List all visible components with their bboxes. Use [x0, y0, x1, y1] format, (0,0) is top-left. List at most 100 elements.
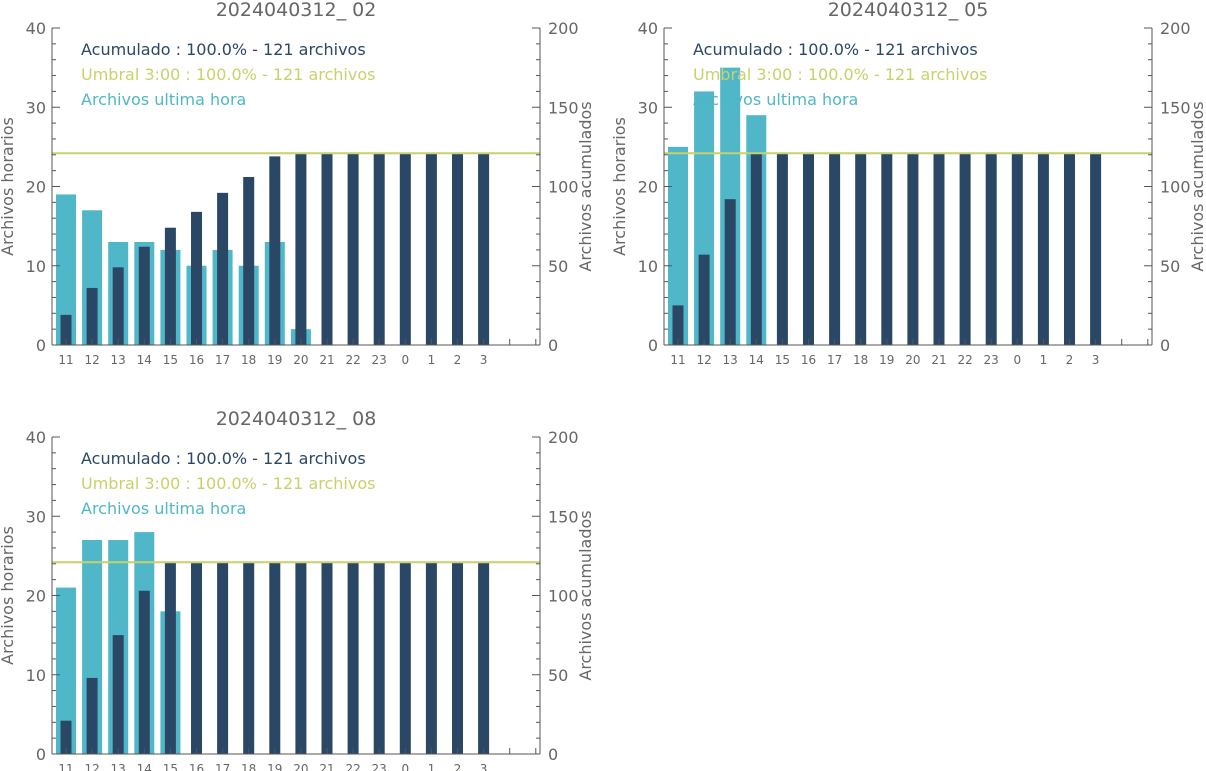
accumulated-bar	[164, 227, 176, 345]
accumulated-bar	[452, 562, 463, 754]
chart-title: 2024040312_ 08	[216, 408, 377, 430]
accumulated-bar	[164, 562, 176, 754]
x-tick-label: 3	[480, 762, 488, 771]
accumulated-bar	[881, 153, 893, 345]
right-tick-label: 100	[1160, 178, 1191, 197]
x-tick-label: 16	[189, 762, 204, 771]
x-tick-label: 21	[319, 353, 334, 367]
accumulated-bar	[933, 153, 945, 345]
legend-threshold: Umbral 3:00 : 100.0% - 121 archivos	[693, 65, 987, 84]
x-tick-label: 17	[215, 762, 230, 771]
accumulated-bar	[724, 199, 736, 345]
accumulated-bar	[750, 153, 762, 345]
x-tick-label: 2	[454, 762, 462, 771]
left-tick-label: 30	[26, 507, 46, 526]
left-tick-label: 40	[26, 19, 46, 38]
accumulated-bar	[1090, 153, 1102, 345]
accumulated-bar	[347, 153, 359, 345]
x-tick-label: 15	[163, 353, 178, 367]
right-tick-label: 0	[548, 336, 558, 355]
x-tick-label: 11	[58, 353, 73, 367]
accumulated-bar	[698, 254, 710, 345]
y-axis-title-left: Archivos horarios	[0, 117, 17, 256]
accumulated-bar	[907, 153, 919, 345]
x-tick-label: 17	[215, 353, 230, 367]
accumulated-bar	[347, 562, 359, 754]
x-tick-label: 16	[189, 353, 204, 367]
accumulated-bar	[1037, 153, 1049, 345]
accumulated-bar	[86, 287, 98, 345]
accumulated-bar	[60, 720, 72, 754]
legend-accumulated: Acumulado : 100.0% - 121 archivos	[81, 40, 366, 59]
x-tick-label: 23	[372, 762, 387, 771]
x-tick-label: 20	[293, 353, 308, 367]
x-tick-label: 20	[905, 353, 920, 367]
y-axis-title-right: Archivos acumulados	[1188, 101, 1206, 271]
x-tick-label: 22	[957, 353, 972, 367]
x-tick-label: 3	[1092, 353, 1100, 367]
y-axis-title-right: Archivos acumulados	[576, 101, 595, 271]
x-tick-label: 0	[1013, 353, 1021, 367]
left-tick-label: 0	[36, 745, 46, 764]
x-tick-label: 18	[853, 353, 868, 367]
accumulated-bar	[112, 635, 124, 754]
x-tick-label: 2	[1066, 353, 1074, 367]
x-tick-label: 15	[163, 762, 178, 771]
legend-hourly: Archivos ultima hora	[81, 499, 246, 518]
x-tick-label: 14	[137, 353, 152, 367]
legend-accumulated: Acumulado : 100.0% - 121 archivos	[693, 40, 978, 59]
x-tick-label: 22	[345, 762, 360, 771]
left-tick-label: 0	[36, 336, 46, 355]
y-axis-title-left: Archivos horarios	[610, 117, 629, 256]
x-tick-label: 23	[372, 353, 387, 367]
accumulated-bar	[1011, 153, 1023, 345]
accumulated-bar	[672, 305, 684, 345]
x-tick-label: 1	[428, 353, 436, 367]
accumulated-bar	[425, 153, 437, 345]
x-tick-label: 2	[454, 353, 462, 367]
right-tick-label: 50	[548, 257, 568, 276]
accumulated-bar	[321, 562, 333, 754]
legend-hourly: Archivos ultima hora	[81, 90, 246, 109]
left-tick-label: 20	[26, 178, 46, 197]
x-tick-label: 14	[749, 353, 764, 367]
right-tick-label: 50	[1160, 257, 1180, 276]
right-tick-label: 150	[1160, 98, 1191, 117]
x-tick-label: 3	[480, 353, 488, 367]
legend-threshold: Umbral 3:00 : 100.0% - 121 archivos	[81, 474, 375, 493]
right-tick-label: 200	[1160, 19, 1191, 38]
left-tick-label: 20	[26, 587, 46, 606]
legend-hourly: Archivos ultima hora	[693, 90, 858, 109]
right-tick-label: 150	[548, 507, 579, 526]
accumulated-bar	[138, 246, 150, 345]
accumulated-bar	[803, 153, 814, 345]
left-tick-label: 40	[26, 428, 46, 447]
right-tick-label: 100	[548, 587, 579, 606]
accumulated-bar	[295, 562, 307, 754]
accumulated-bar	[191, 211, 202, 345]
x-tick-label: 0	[401, 762, 409, 771]
left-tick-label: 30	[638, 98, 658, 117]
x-tick-label: 0	[401, 353, 409, 367]
x-tick-label: 13	[111, 762, 126, 771]
accumulated-bar	[295, 153, 307, 345]
left-tick-label: 10	[26, 257, 46, 276]
hourly-bar	[56, 194, 76, 345]
accumulated-bar	[217, 562, 229, 754]
x-tick-label: 11	[670, 353, 685, 367]
x-tick-label: 14	[137, 762, 152, 771]
accumulated-bar	[959, 153, 971, 345]
accumulated-bar	[112, 267, 124, 345]
accumulated-bar	[452, 153, 463, 345]
accumulated-bar	[269, 156, 281, 345]
y-axis-title-right: Archivos acumulados	[576, 510, 595, 680]
chart-title: 2024040312_ 05	[828, 0, 989, 21]
left-tick-label: 30	[26, 98, 46, 117]
x-tick-label: 1	[428, 762, 436, 771]
right-tick-label: 50	[548, 666, 568, 685]
accumulated-bar	[138, 590, 150, 754]
accumulated-bar	[86, 677, 98, 754]
